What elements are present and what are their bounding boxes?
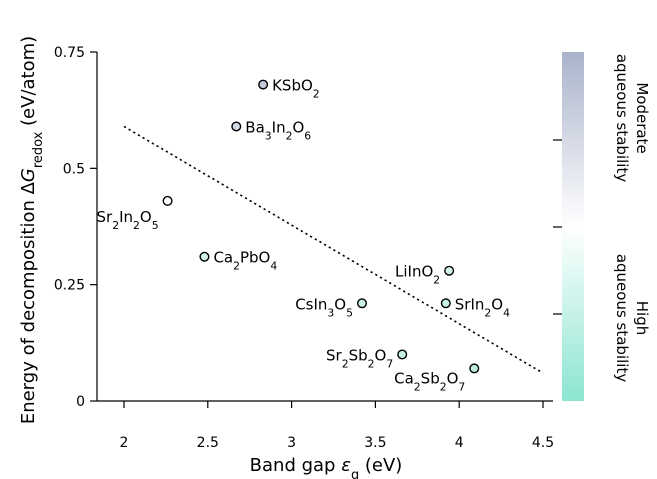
data-point <box>356 298 367 309</box>
colorbar: Moderate aqueous stability High aqueous … <box>553 52 651 401</box>
colorbar-label-top-line2: aqueous stability <box>613 54 631 183</box>
trend-line <box>123 125 544 374</box>
point-label: Sr2Sb2O7 <box>326 346 393 370</box>
x-tick-label: 4.5 <box>532 435 554 451</box>
data-point <box>258 79 269 90</box>
x-axis-title: Band gap εg (eV) <box>250 455 403 479</box>
y-tick-label: 0.5 <box>63 161 85 177</box>
data-point <box>397 349 408 360</box>
y-tick-label: 0.75 <box>54 45 85 61</box>
y-tick-label: 0 <box>76 394 85 410</box>
point-label: Ca2PbO4 <box>213 249 277 273</box>
point-label: LiInO2 <box>395 263 440 287</box>
data-point <box>231 121 242 132</box>
colorbar-gradient <box>562 52 584 401</box>
data-point <box>444 265 455 276</box>
data-point <box>469 363 480 374</box>
point-label: SrIn2O4 <box>455 295 510 319</box>
x-tick-label: 2.5 <box>197 435 219 451</box>
y-ticks: 0 0.25 0.5 0.75 <box>54 45 97 410</box>
point-label: Sr2In2O5 <box>96 208 158 232</box>
x-tick-label: 3 <box>287 435 296 451</box>
point-label: CsIn3O5 <box>295 295 353 319</box>
data-points: KSbO2 Ba3In2O6 Sr2In2O5 Ca2PbO4 LiInO2 CsIn3O… <box>96 77 510 393</box>
data-point <box>162 195 173 206</box>
x-tick-label: 4 <box>455 435 464 451</box>
y-axis-title: Energy of decomposition ΔGredox (eV/atom… <box>18 36 46 424</box>
data-point <box>440 298 451 309</box>
x-ticks: 2 2.5 3 3.5 4 4.5 <box>120 401 554 451</box>
colorbar-label-bottom-line2: aqueous stability <box>613 254 631 383</box>
colorbar-label-top-line1: Moderate <box>633 82 651 153</box>
y-tick-label: 0.25 <box>54 278 85 294</box>
point-label: Ca2Sb2O7 <box>394 369 465 393</box>
x-tick-label: 2 <box>120 435 129 451</box>
x-tick-label: 3.5 <box>364 435 386 451</box>
point-label: Ba3In2O6 <box>245 118 311 142</box>
colorbar-label-bottom-line1: High <box>633 301 651 335</box>
data-point <box>199 251 210 262</box>
plot-area: 0 0.25 0.5 0.75 2 2.5 3 3.5 4 4.5 KSbO2 Ba3In2O6 S… <box>54 45 554 451</box>
point-label: KSbO2 <box>272 77 320 101</box>
